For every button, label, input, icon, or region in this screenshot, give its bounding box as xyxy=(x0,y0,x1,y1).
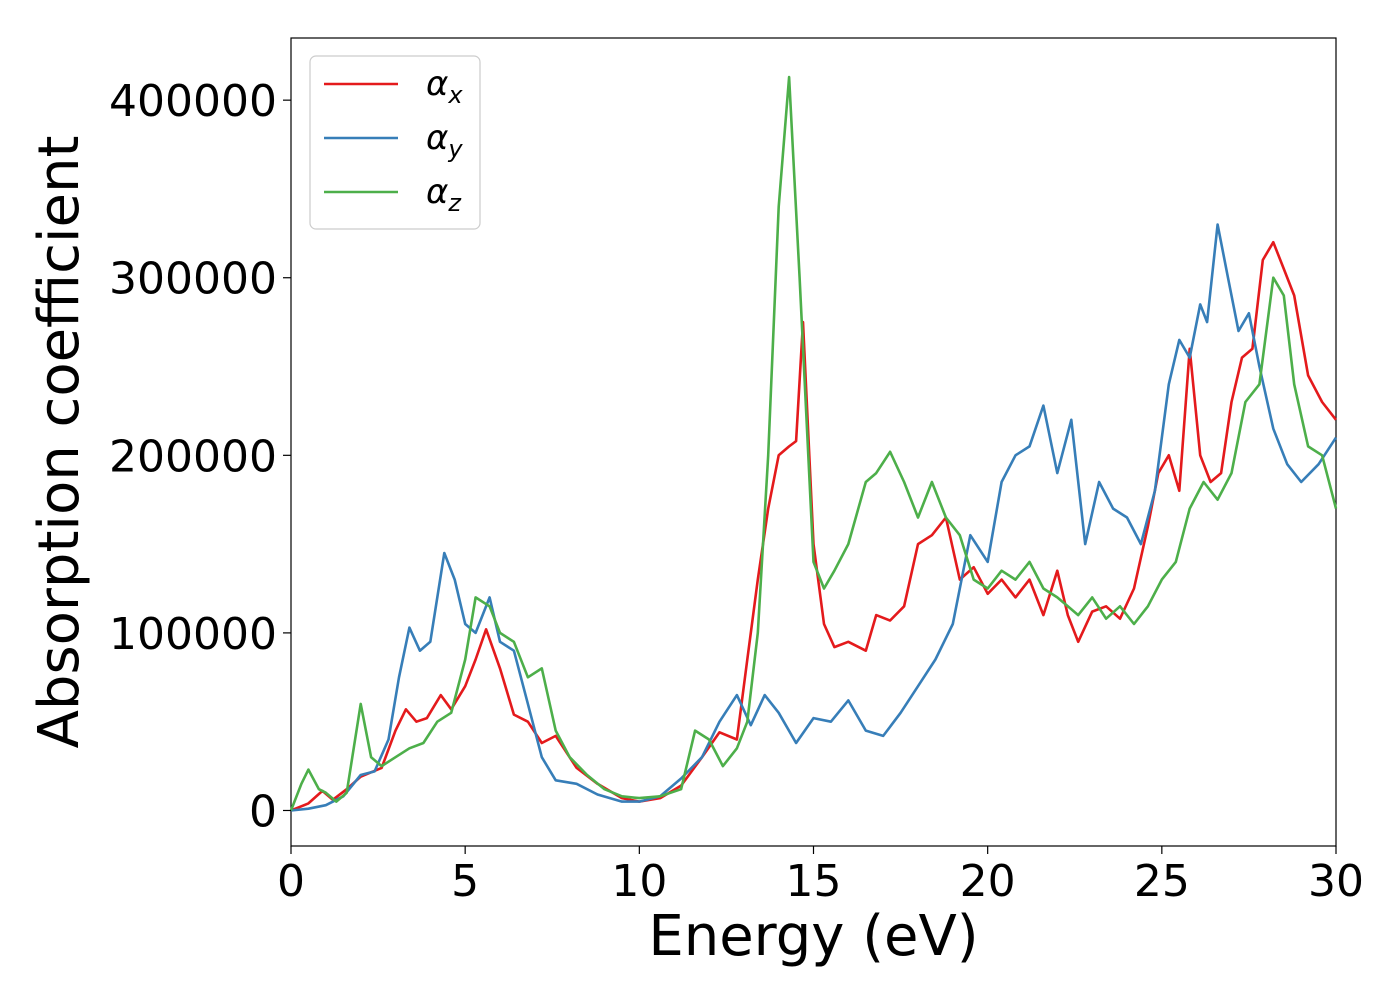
series-line-x xyxy=(290,240,1338,812)
y-axis-label: Absorption coefficient xyxy=(27,136,92,749)
y-tick-label: 300000 xyxy=(109,254,277,305)
x-tick-label: 20 xyxy=(960,856,1016,907)
x-axis: 0 5 10 15 20 25 30 xyxy=(277,846,1364,907)
x-axis-label: Energy (eV) xyxy=(648,904,978,969)
x-tick-label: 15 xyxy=(786,856,842,907)
legend-box xyxy=(309,55,481,230)
legend-label-x: αx xyxy=(426,64,463,109)
y-tick-label: 100000 xyxy=(109,609,277,660)
y-tick-label: 400000 xyxy=(109,76,277,127)
y-axis: 0 100000 200000 300000 400000 xyxy=(109,76,291,837)
x-tick-label: 5 xyxy=(451,856,479,907)
x-tick-label: 30 xyxy=(1308,856,1364,907)
y-tick-label: 0 xyxy=(249,786,277,837)
series-layer xyxy=(289,75,1338,812)
legend-label-y: αy xyxy=(426,118,463,163)
y-tick-label: 200000 xyxy=(109,431,277,482)
series-line-y xyxy=(290,223,1338,812)
x-tick-label: 0 xyxy=(277,856,305,907)
x-tick-label: 10 xyxy=(611,856,667,907)
x-tick-label: 25 xyxy=(1134,856,1190,907)
series-line-z xyxy=(289,75,1338,811)
